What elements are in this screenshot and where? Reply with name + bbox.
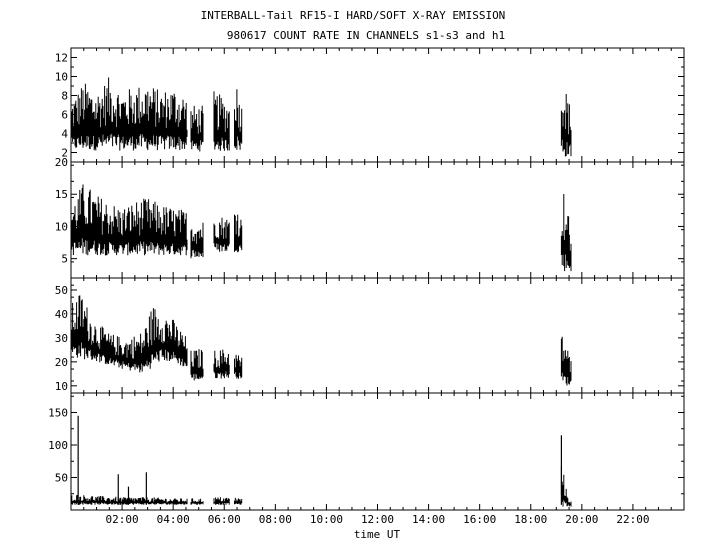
data-segment-s3 (234, 354, 243, 379)
data-segment-h1 (190, 498, 204, 505)
y-tick-label: 30 (55, 332, 68, 345)
x-tick-label: 20:00 (565, 513, 598, 526)
panel-frame (70, 392, 685, 511)
panel-frame (70, 47, 685, 163)
y-tick-label: 40 (55, 308, 68, 321)
data-segment-s2 (190, 222, 204, 259)
y-tick-label: 2 (61, 147, 68, 160)
data-segment-s2 (234, 214, 243, 253)
x-tick-label: 18:00 (514, 513, 547, 526)
x-tick-label: 16:00 (463, 513, 496, 526)
data-segment-s1 (70, 77, 188, 151)
x-tick-label: 08:00 (259, 513, 292, 526)
data-segment-s1 (234, 89, 243, 150)
y-tick-label: 6 (61, 109, 68, 122)
chart-panels: 2 4 6 8 10 12 5 10 15 20 10 20 30 40 50 50 100 150 (48, 47, 685, 511)
data-segment-h1 (213, 497, 230, 505)
y-tick-label: 10 (55, 380, 68, 393)
x-tick-label: 12:00 (361, 513, 394, 526)
panel-s1: 2 4 6 8 10 12 (55, 47, 685, 163)
y-tick-label: 5 (61, 253, 68, 266)
y-tick-label: 20 (55, 156, 68, 169)
x-tick-label: 04:00 (157, 513, 190, 526)
y-tick-label: 8 (61, 90, 68, 103)
y-tick-label: 50 (55, 472, 68, 485)
y-tick-label: 10 (55, 71, 68, 84)
panel-s2: 5 10 15 20 (55, 156, 685, 279)
data-segment-s3 (70, 295, 188, 373)
data-segment-h1 (70, 494, 188, 505)
x-tick-label: 22:00 (616, 513, 649, 526)
panel-s3: 10 20 30 40 50 (55, 277, 685, 394)
y-tick-label: 10 (55, 220, 68, 233)
y-tick-label: 20 (55, 356, 68, 369)
x-tick-label: 10:00 (310, 513, 343, 526)
chart-subtitle: 980617 COUNT RATE IN CHANNELS s1-s3 and … (227, 29, 505, 42)
panel-frame (70, 277, 685, 394)
data-segment-s2 (560, 194, 572, 272)
y-tick-label: 100 (48, 439, 68, 452)
x-axis-ticks: 02:00 04:00 06:00 08:00 10:00 12:00 14:00 16:00… (106, 513, 650, 526)
data-segment-h1 (560, 466, 572, 507)
data-segment-s1 (560, 94, 572, 157)
x-tick-label: 02:00 (106, 513, 139, 526)
y-tick-label: 150 (48, 407, 68, 420)
y-tick-label: 50 (55, 284, 68, 297)
data-segment-s3 (213, 349, 230, 379)
y-tick-label: 15 (55, 188, 68, 201)
data-segment-h1 (234, 497, 243, 505)
data-segment-s1 (213, 91, 230, 151)
x-tick-label: 14:00 (412, 513, 445, 526)
y-tick-label: 4 (61, 128, 68, 141)
data-segment-s1 (190, 105, 204, 152)
data-segment-s2 (70, 184, 188, 256)
data-segment-s3 (190, 349, 204, 381)
panel-frame (70, 161, 685, 279)
chart-title: INTERBALL-Tail RF15-I HARD/SOFT X-RAY EM… (201, 9, 506, 22)
y-tick-label: 12 (55, 52, 68, 65)
data-segment-s3 (560, 336, 572, 386)
x-axis-label: time UT (354, 528, 401, 541)
panel-h1: 50 100 150 (48, 392, 685, 511)
data-segment-s2 (213, 217, 230, 252)
x-tick-label: 06:00 (208, 513, 241, 526)
